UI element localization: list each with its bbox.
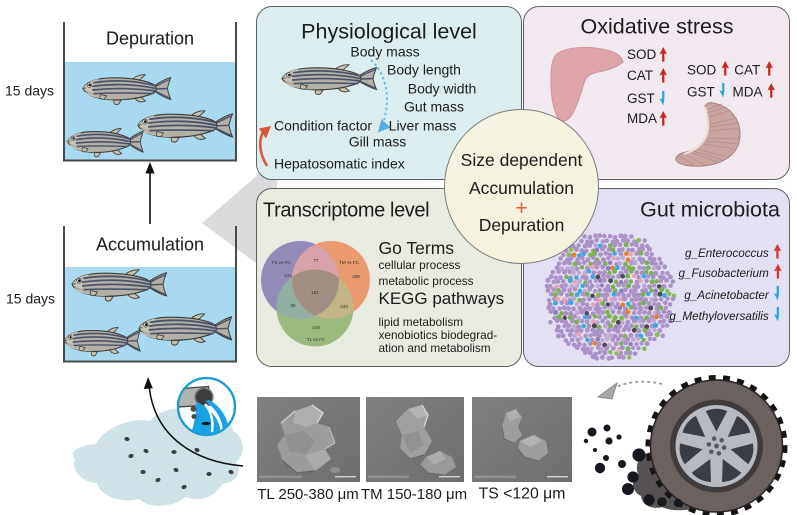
svg-text:58: 58 xyxy=(290,303,296,308)
svg-text:131: 131 xyxy=(284,273,292,278)
svg-text:399: 399 xyxy=(352,274,360,279)
svg-text:77: 77 xyxy=(313,258,319,263)
svg-text:TM vs FC: TM vs FC xyxy=(339,260,360,265)
svg-text:448: 448 xyxy=(312,325,320,330)
svg-text:243: 243 xyxy=(340,304,348,309)
svg-text:151: 151 xyxy=(311,290,319,295)
svg-text:TL vs FC: TL vs FC xyxy=(307,337,326,342)
svg-text:TS vs FC: TS vs FC xyxy=(271,260,291,265)
